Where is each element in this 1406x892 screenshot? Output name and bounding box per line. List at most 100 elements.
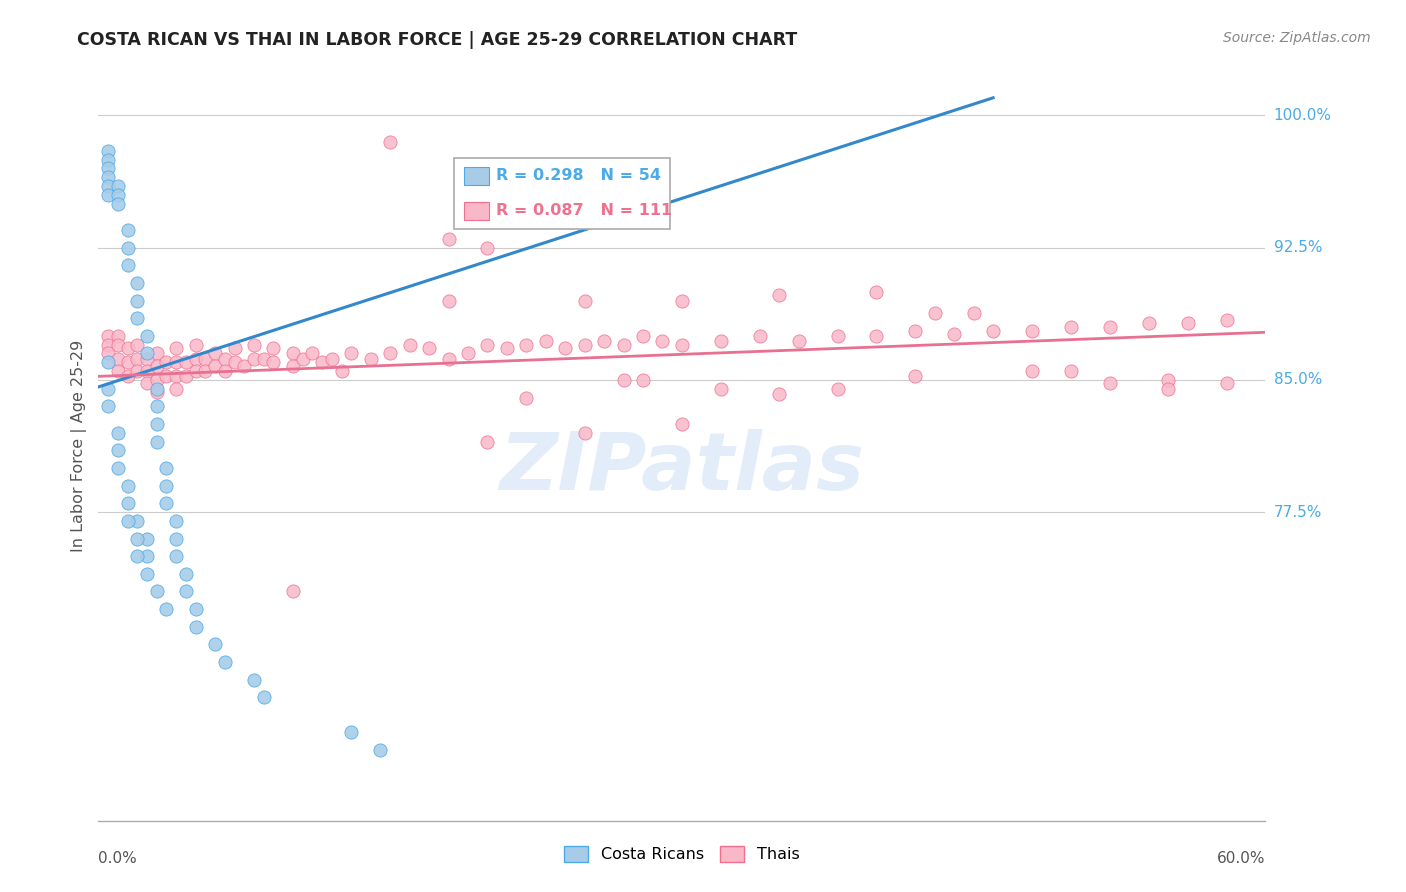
Point xyxy=(477,241,499,255)
Point xyxy=(243,673,266,687)
Point xyxy=(515,337,537,351)
Point xyxy=(165,532,187,546)
Point xyxy=(340,346,363,360)
Point xyxy=(127,549,149,564)
Point xyxy=(330,364,353,378)
Point xyxy=(136,549,159,564)
Point xyxy=(165,549,187,564)
Point xyxy=(1157,382,1180,396)
Point xyxy=(360,351,382,366)
Point xyxy=(146,400,169,414)
Point xyxy=(136,532,159,546)
Point xyxy=(865,285,887,299)
Point xyxy=(165,369,187,384)
Point xyxy=(233,359,256,373)
Point xyxy=(224,341,246,355)
Point xyxy=(117,478,139,492)
Point xyxy=(97,170,120,185)
Point xyxy=(301,346,323,360)
Text: R = 0.087   N = 111: R = 0.087 N = 111 xyxy=(496,203,672,219)
Point xyxy=(194,351,217,366)
Point xyxy=(671,293,693,308)
Text: 77.5%: 77.5% xyxy=(1274,505,1322,520)
Point xyxy=(127,514,149,528)
Point xyxy=(962,306,984,320)
Point xyxy=(1215,376,1237,391)
Point xyxy=(184,602,207,616)
Point xyxy=(613,373,636,387)
Point xyxy=(127,532,149,546)
Point xyxy=(340,725,363,739)
Point xyxy=(155,355,177,369)
Point xyxy=(127,311,149,326)
Point xyxy=(97,153,120,167)
Point xyxy=(710,334,733,348)
Point xyxy=(574,337,596,351)
Point xyxy=(146,382,169,396)
Text: 85.0%: 85.0% xyxy=(1274,372,1322,387)
Point xyxy=(117,241,139,255)
Point xyxy=(981,324,1004,338)
Point xyxy=(146,373,169,387)
Point xyxy=(787,334,810,348)
Point xyxy=(768,288,790,302)
Point xyxy=(311,355,333,369)
Point xyxy=(224,355,246,369)
Point xyxy=(107,328,129,343)
Point xyxy=(457,346,479,360)
Point xyxy=(904,324,927,338)
Point xyxy=(97,328,120,343)
Point xyxy=(184,620,207,634)
Point xyxy=(437,232,460,246)
Point xyxy=(174,355,197,369)
Point xyxy=(155,496,177,510)
Point xyxy=(146,359,169,373)
Point xyxy=(1157,373,1180,387)
Point xyxy=(924,306,946,320)
Point xyxy=(174,566,197,581)
Point xyxy=(184,351,207,366)
Text: 0.0%: 0.0% xyxy=(98,851,138,866)
Point xyxy=(136,364,159,378)
Point xyxy=(146,417,169,431)
Point xyxy=(117,223,139,237)
Point xyxy=(107,337,129,351)
Text: ZIPatlas: ZIPatlas xyxy=(499,429,865,508)
Point xyxy=(496,341,519,355)
Point xyxy=(127,364,149,378)
Point xyxy=(1098,320,1121,334)
Point xyxy=(136,328,159,343)
Point xyxy=(107,425,129,440)
Text: 100.0%: 100.0% xyxy=(1274,108,1331,123)
Point xyxy=(477,434,499,449)
Point xyxy=(671,417,693,431)
Bar xyxy=(464,202,489,220)
Point xyxy=(194,364,217,378)
Point xyxy=(127,276,149,290)
Point xyxy=(380,135,402,149)
Point xyxy=(398,337,420,351)
Point xyxy=(117,369,139,384)
Point xyxy=(146,385,169,400)
Point xyxy=(97,337,120,351)
Point xyxy=(107,178,129,193)
Point xyxy=(214,655,236,669)
Point xyxy=(291,351,314,366)
Point xyxy=(136,376,159,391)
Point xyxy=(107,364,129,378)
Point xyxy=(574,425,596,440)
Point xyxy=(146,584,169,599)
Point xyxy=(1060,320,1083,334)
Point xyxy=(418,341,440,355)
Text: COSTA RICAN VS THAI IN LABOR FORCE | AGE 25-29 CORRELATION CHART: COSTA RICAN VS THAI IN LABOR FORCE | AGE… xyxy=(77,31,797,49)
Point xyxy=(165,341,187,355)
Point xyxy=(613,337,636,351)
Point xyxy=(554,341,576,355)
Point xyxy=(1021,364,1043,378)
Point xyxy=(243,351,266,366)
Legend: Costa Ricans, Thais: Costa Ricans, Thais xyxy=(558,839,806,869)
Point xyxy=(136,351,159,366)
Point xyxy=(574,293,596,308)
Y-axis label: In Labor Force | Age 25-29: In Labor Force | Age 25-29 xyxy=(72,340,87,552)
Point xyxy=(262,355,284,369)
